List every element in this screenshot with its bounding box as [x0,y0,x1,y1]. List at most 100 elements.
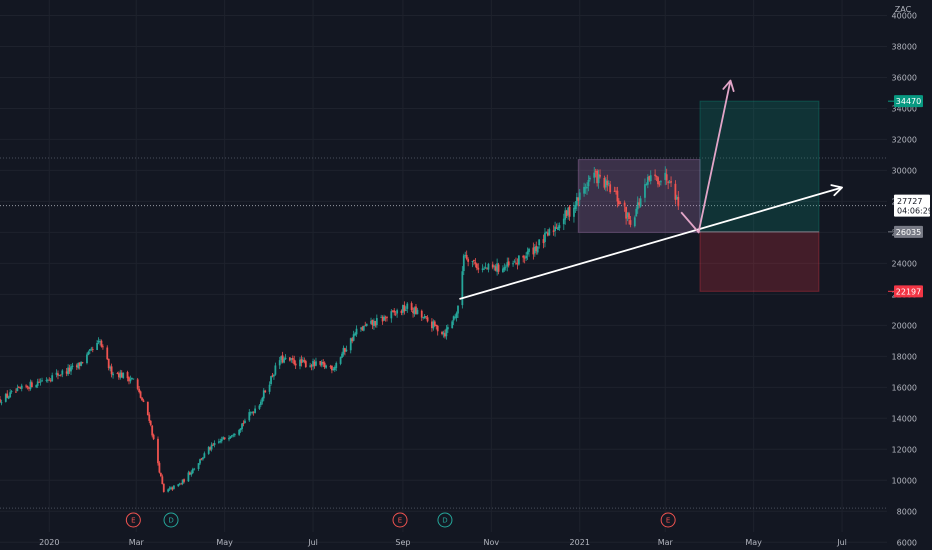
candle-body [28,387,30,389]
candle-body [188,472,191,475]
candle-body [271,375,274,377]
candle-body [655,176,658,178]
candle-body [423,316,426,319]
candle-body [319,361,322,365]
candle-body [141,397,143,401]
candle-body [390,311,393,319]
candle-body [677,197,680,207]
candle-body [120,372,123,378]
candle-body [9,392,12,398]
candle-body [451,321,454,329]
candle-body [667,181,670,183]
candle-body [116,373,119,374]
earnings-event-icon[interactable] [125,512,141,528]
candle-body [341,353,343,358]
candle-body [75,365,78,368]
candle-body [268,384,271,392]
candle-body [626,212,629,218]
candle-body [229,436,232,438]
time-axis[interactable]: 2020 Mar May Jul Sep Nov 2021 Mar May Jul [39,538,847,547]
candle-body [238,429,241,435]
candle-body [528,248,530,252]
candle-body [187,472,190,482]
candle-body [558,225,561,229]
candle-body [128,377,130,382]
candle-body [564,210,567,220]
x-tick-label: Mar [658,538,674,547]
candle-body [474,262,477,264]
long-position-tool[interactable] [577,100,820,292]
event-letter: D [442,517,447,525]
target-price-tag: 34470 [896,97,921,106]
candle-body [552,230,555,232]
y-tick-label: 12000 [892,445,917,454]
candle-body [609,184,612,193]
candle-body [542,239,545,244]
candle-body [329,366,332,368]
x-tick-label: May [216,538,233,547]
candle-body [431,321,433,329]
candle-body [426,317,429,322]
candle-body [649,175,652,182]
candle-body [77,362,80,369]
bar-countdown: 04:06:29 [897,207,932,216]
candle-body [435,324,438,327]
candle-body [362,325,365,331]
target-zone[interactable] [699,100,820,233]
candle-body [657,177,659,185]
price-axis[interactable]: ZAC 6000 8000 10000 12000 14000 16000 18000 200… [892,5,917,547]
range-box[interactable] [577,159,701,233]
candle-body [278,360,281,366]
candle-body [381,316,384,322]
candle-body [183,479,185,482]
candle-body [335,363,338,368]
candle-body [273,374,275,377]
candle-body [400,310,403,313]
candle-body [258,405,261,409]
candle-body [193,468,196,470]
candle-body [380,316,383,318]
x-tick-label: May [745,538,762,547]
candle-body [248,412,251,421]
trendline-arrow[interactable] [459,186,843,300]
candle-body [455,313,458,318]
candle-body [65,371,68,374]
candle-body [613,190,616,192]
y-tick-label: 32000 [892,135,917,144]
candle-body [310,365,313,367]
dividend-event-icon[interactable] [163,512,179,528]
stop-zone[interactable] [699,231,820,292]
candle-body [497,264,500,272]
candle-body [394,313,397,315]
candle-body [568,206,571,217]
candle-body [157,438,159,464]
candle-body [177,484,180,487]
candle-body [461,271,464,306]
candle-body [325,365,328,368]
candle-body [207,447,210,454]
candle-body [444,333,446,337]
candle-body [413,307,416,315]
candle-body [477,267,480,270]
candle-body [138,388,141,392]
candle-body [67,367,70,375]
candle-body [102,346,104,348]
earnings-event-icon[interactable] [660,512,676,528]
earnings-event-icon[interactable] [392,512,408,528]
projection-path[interactable] [680,80,732,234]
candle-body [309,365,312,367]
dividend-event-icon[interactable] [437,512,453,528]
candle-body [462,255,465,272]
candle-body [339,357,342,364]
candle-body [136,379,139,389]
candle-body [517,255,520,265]
drawings-layer[interactable] [459,79,843,300]
candle-body [152,434,155,440]
y-tick-label: 20000 [892,321,917,330]
candle-body [452,316,455,321]
candle-body [416,309,419,315]
candle-body [332,369,335,371]
candle-body [19,387,22,389]
candle-body [264,390,267,393]
